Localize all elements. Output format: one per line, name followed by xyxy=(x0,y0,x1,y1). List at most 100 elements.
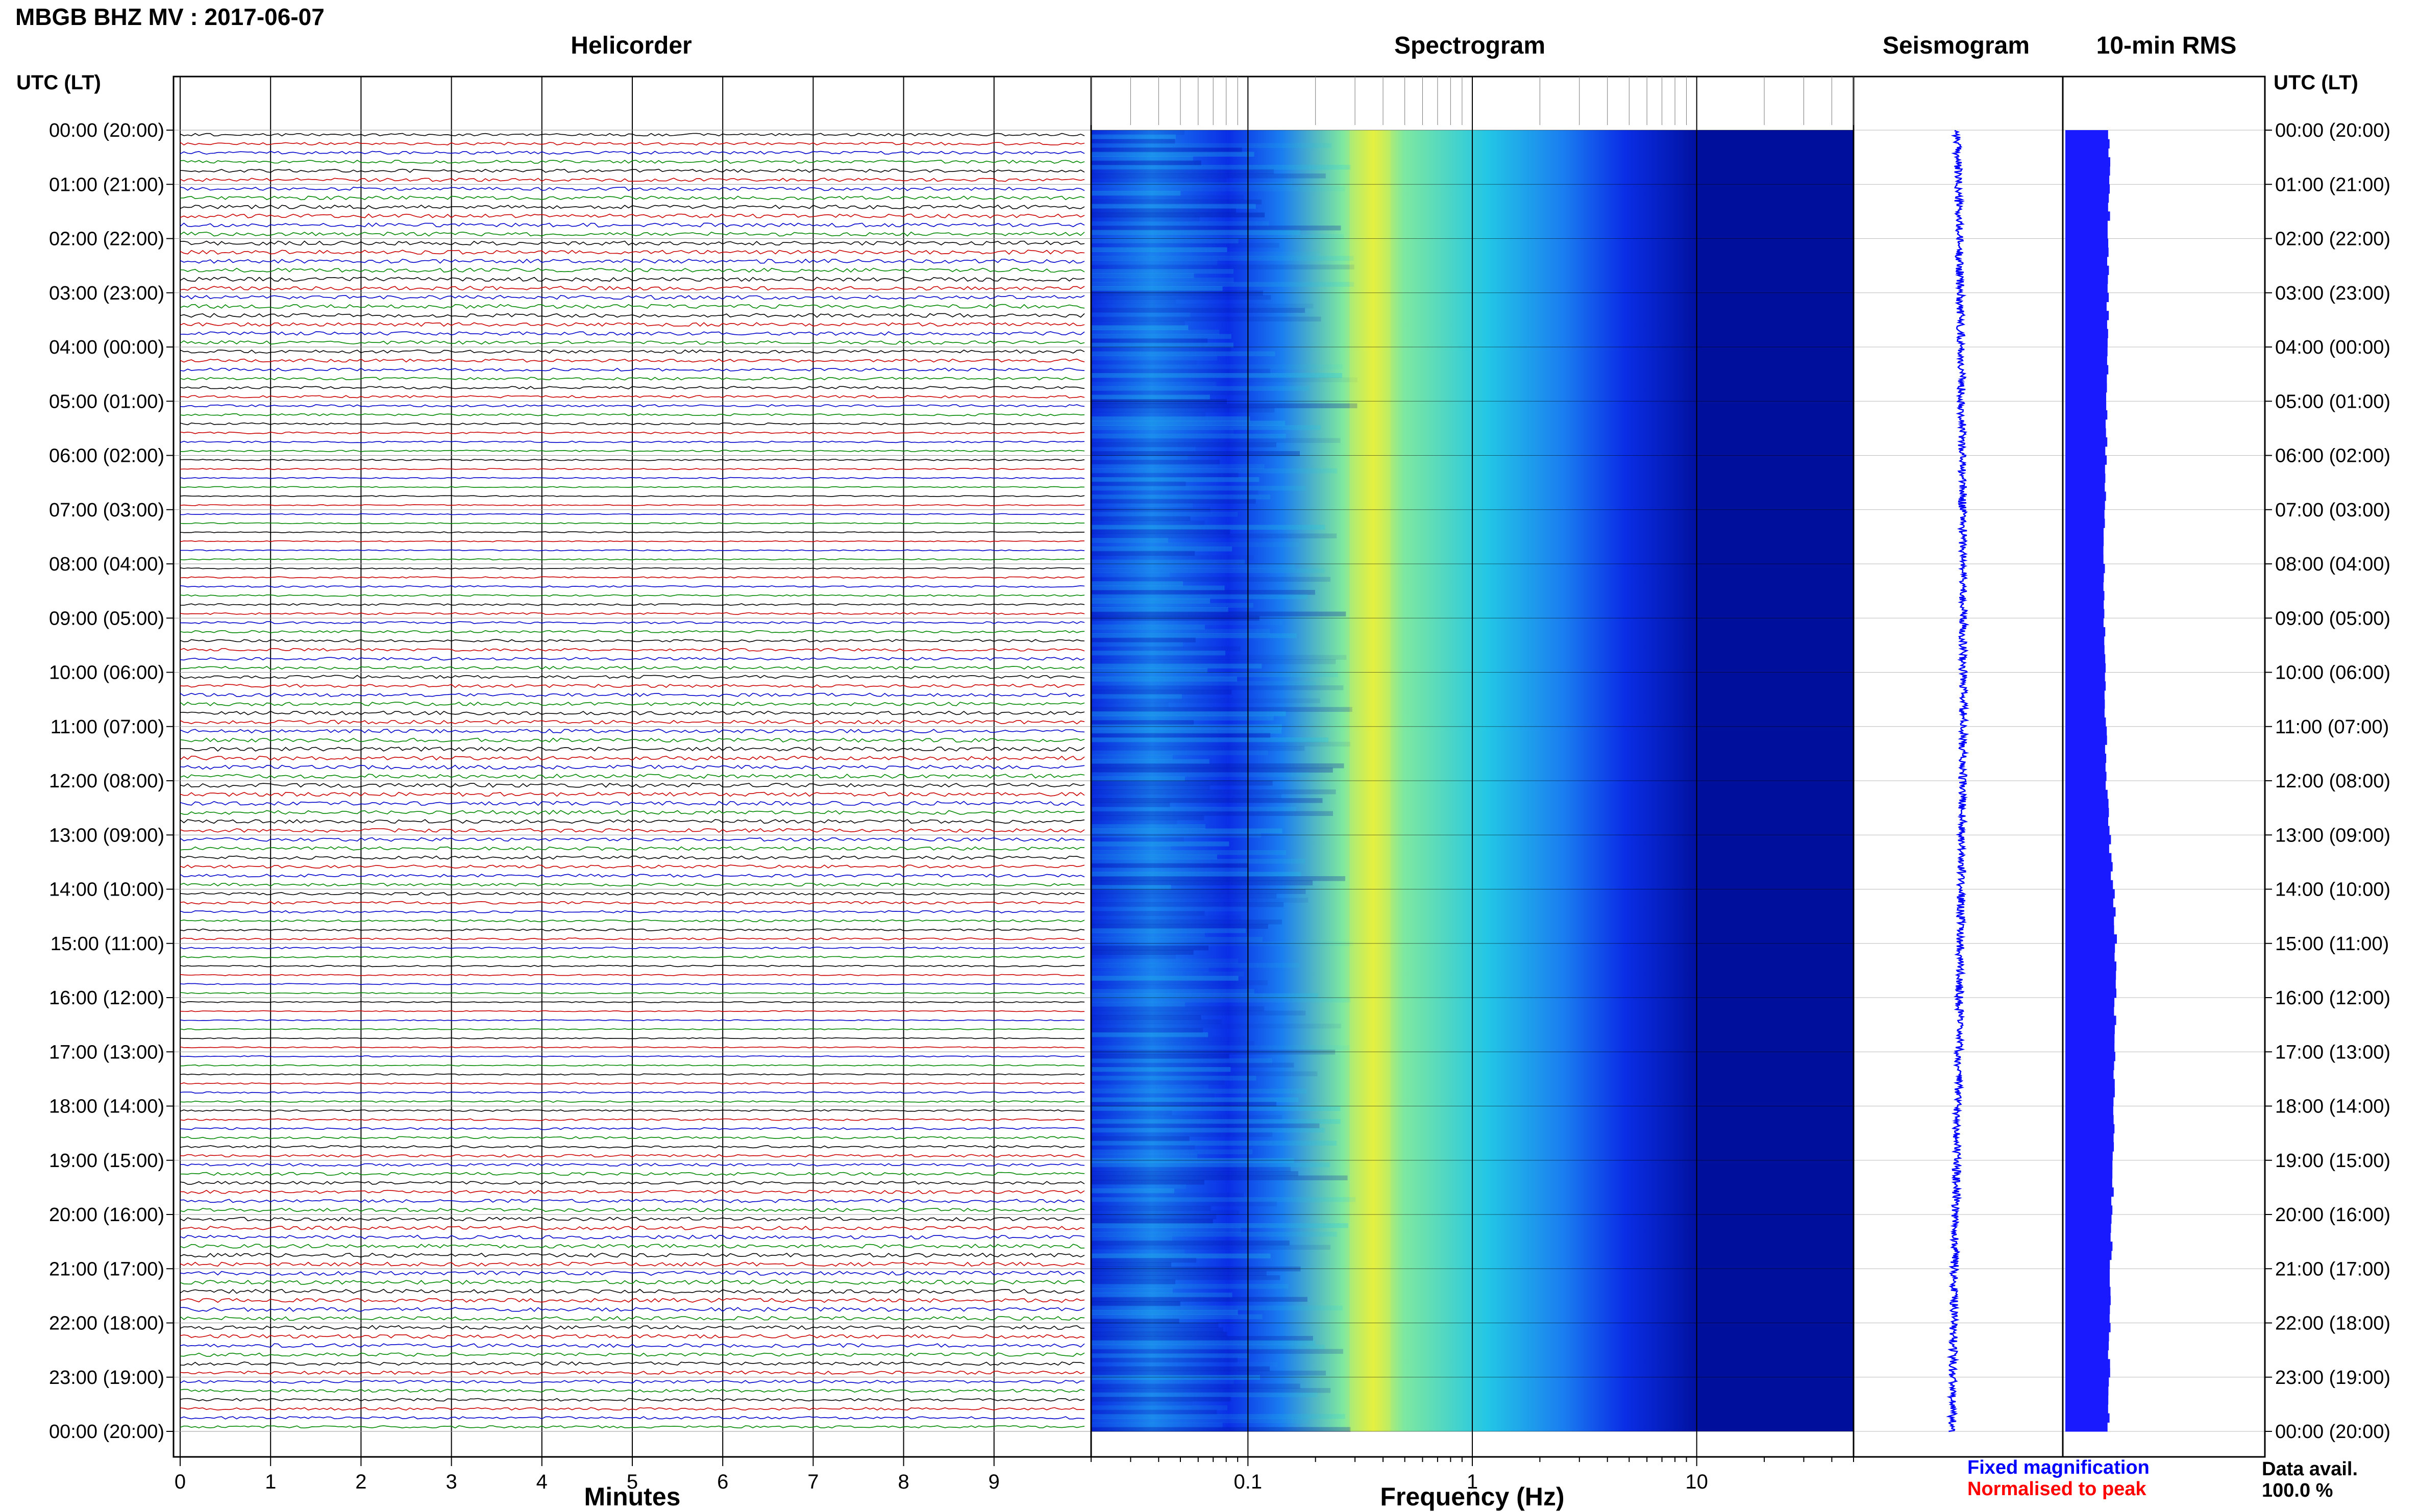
spectrogram-band xyxy=(1091,932,1205,937)
utc-time-label-right: 13:00 (09:00) xyxy=(2275,825,2390,846)
helicorder-trace xyxy=(180,1010,1085,1012)
rms-bar xyxy=(2065,726,2107,736)
spectrogram-band xyxy=(1091,1141,1337,1146)
rms-bar xyxy=(2065,745,2105,754)
helicorder-trace xyxy=(180,440,1085,443)
spectrogram-band xyxy=(1091,785,1210,790)
spectrogram-band xyxy=(1091,651,1225,656)
rms-bar xyxy=(2065,1052,2115,1061)
spectrogram-xlabel: Frequency (Hz) xyxy=(1380,1482,1564,1511)
spectrogram-band xyxy=(1091,1080,1225,1085)
rms-bar xyxy=(2065,1395,2109,1405)
rms-bar xyxy=(2065,338,2108,348)
helicorder-trace xyxy=(180,1082,1085,1085)
spectrogram-band xyxy=(1091,703,1169,708)
spectrogram-band xyxy=(1091,1362,1278,1367)
helicorder-trace xyxy=(180,1416,1085,1420)
utc-time-label-right: 22:00 (18:00) xyxy=(2275,1313,2390,1334)
spectrogram-band xyxy=(1091,438,1341,443)
spectrogram-band xyxy=(1091,1015,1201,1020)
rms-bar xyxy=(2065,256,2107,266)
spectrogram-band xyxy=(1091,1114,1282,1120)
rms-bar xyxy=(2065,952,2115,962)
spectrogram-band xyxy=(1091,152,1254,157)
spectrogram-band xyxy=(1091,1210,1240,1215)
spectrogram-band xyxy=(1091,1357,1238,1362)
helicorder-trace xyxy=(180,1407,1084,1411)
spectrogram-band xyxy=(1091,967,1209,972)
helicorder-trace xyxy=(180,567,1085,569)
rms-bar xyxy=(2065,672,2105,682)
helicorder-trace xyxy=(180,1154,1085,1158)
spectrogram-band xyxy=(1091,299,1176,304)
spectrogram-band xyxy=(1091,815,1204,821)
rms-bar xyxy=(2065,582,2104,591)
rms-bar xyxy=(2065,238,2109,248)
rms-bar xyxy=(2065,681,2106,691)
utc-time-label-left: 06:00 (02:00) xyxy=(49,445,164,467)
spectrogram-band xyxy=(1091,1145,1195,1150)
helicorder-trace xyxy=(180,828,1085,833)
helicorder-trace xyxy=(180,755,1085,761)
rms-bar xyxy=(2065,202,2108,212)
spectrogram-band xyxy=(1091,516,1191,521)
spectrogram-band xyxy=(1091,165,1351,170)
rms-bar xyxy=(2065,229,2108,239)
helicorder-trace xyxy=(180,168,1085,173)
spectrogram-band xyxy=(1091,538,1168,543)
spectrogram-band xyxy=(1091,490,1258,495)
rms-bar xyxy=(2065,1313,2110,1324)
rms-bar xyxy=(2065,1277,2110,1287)
spectrogram-band xyxy=(1091,820,1177,825)
spectrogram-band xyxy=(1091,677,1238,682)
utc-time-label-right: 06:00 (02:00) xyxy=(2275,445,2390,467)
helicorder-trace xyxy=(180,1207,1085,1212)
spectrogram-band xyxy=(1091,156,1193,161)
spectrogram-band xyxy=(1091,685,1344,690)
rms-bar xyxy=(2065,781,2106,790)
rms-bar xyxy=(2065,1286,2111,1296)
spectrogram-band xyxy=(1091,434,1286,439)
rms-bar xyxy=(2065,880,2113,890)
rms-bar xyxy=(2065,302,2107,311)
spectrogram-band xyxy=(1091,200,1262,205)
rms-bar xyxy=(2065,410,2108,420)
spectrogram-band xyxy=(1091,1258,1197,1263)
spectrogram-band xyxy=(1091,585,1225,590)
spectrogram-layer xyxy=(1091,77,1854,1457)
spectrogram-band xyxy=(1091,1058,1272,1063)
helicorder-trace xyxy=(180,1055,1085,1058)
spectrogram-band xyxy=(1091,1006,1265,1011)
spectrogram-band xyxy=(1091,416,1250,422)
spectrogram-band xyxy=(1091,755,1173,760)
rms-layer xyxy=(2063,130,2265,1432)
helicorder-trace xyxy=(180,459,1085,461)
rms-bar xyxy=(2065,627,2106,637)
helicorder-trace xyxy=(180,340,1085,345)
spectrogram-band xyxy=(1091,859,1305,864)
helicorder-trace xyxy=(180,1389,1085,1393)
utc-time-label-left: 15:00 (11:00) xyxy=(51,933,164,955)
spectrogram-band xyxy=(1091,420,1286,426)
helicorder-trace xyxy=(180,349,1085,354)
rms-bar xyxy=(2065,1043,2115,1052)
spectrogram-band xyxy=(1091,972,1244,977)
utc-time-label-right: 20:00 (16:00) xyxy=(2275,1204,2390,1226)
spectrogram-band xyxy=(1091,733,1271,738)
utc-time-label-left: 22:00 (18:00) xyxy=(49,1313,164,1334)
helicorder-trace xyxy=(180,612,1085,615)
spectrogram-band xyxy=(1091,1106,1341,1111)
helicorder-trace xyxy=(180,774,1085,779)
rms-bar xyxy=(2065,1404,2108,1414)
spectrogram-band xyxy=(1091,321,1185,326)
helicorder-trace xyxy=(180,178,1085,182)
spectrogram-band xyxy=(1091,759,1210,764)
helicorder-trace xyxy=(180,974,1085,976)
rms-bar xyxy=(2065,546,2104,555)
rms-bar xyxy=(2065,1368,2110,1378)
spectrogram-band xyxy=(1091,672,1338,677)
spectrogram-band xyxy=(1091,451,1300,456)
spectrogram-band xyxy=(1091,134,1176,139)
spectrogram-band xyxy=(1091,1223,1348,1228)
spectrogram-band xyxy=(1091,772,1310,777)
